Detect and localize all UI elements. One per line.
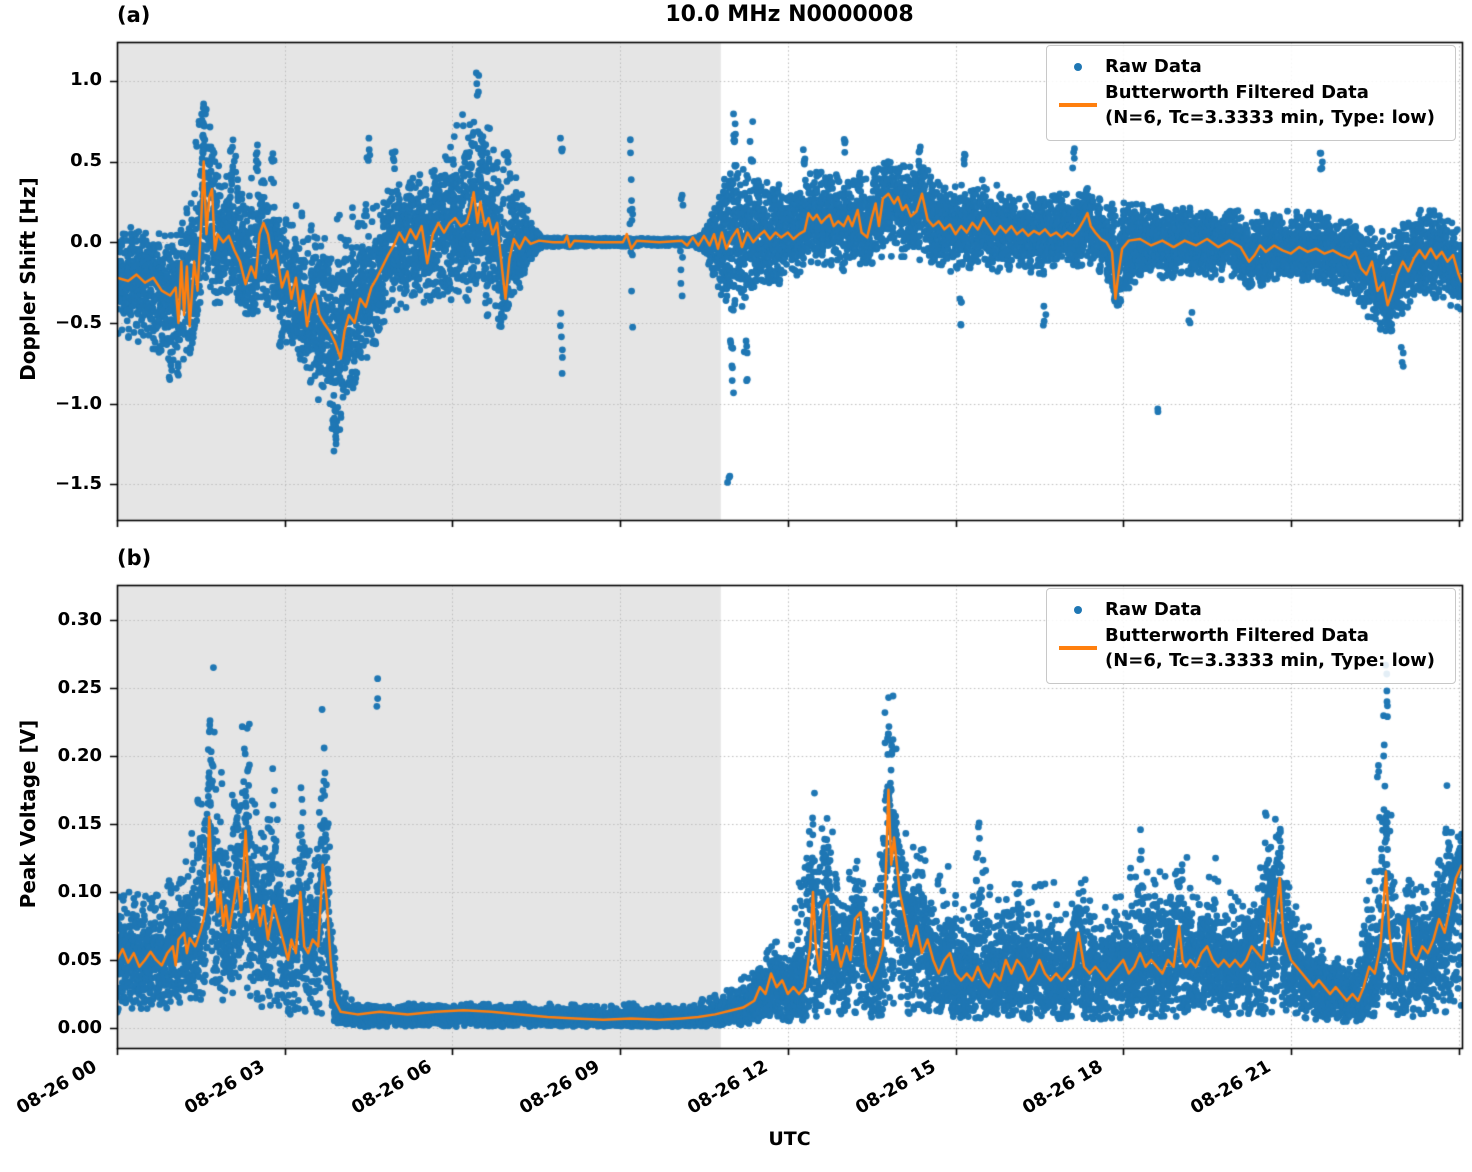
raw-data-marker-icon bbox=[1051, 605, 1105, 614]
legend-raw-label: Raw Data bbox=[1105, 599, 1202, 620]
ytick-label-a--1.5: −1.5 bbox=[55, 473, 102, 494]
ytick-label-b-0.25: 0.25 bbox=[57, 677, 102, 698]
ytick-label-b-0.15: 0.15 bbox=[57, 813, 102, 834]
legend-raw-label: Raw Data bbox=[1105, 56, 1202, 77]
x-axis-label: UTC bbox=[768, 1128, 811, 1150]
legend-filtered-item: Butterworth Filtered Data (N=6, Tc=3.333… bbox=[1051, 80, 1445, 130]
ytick-label-b-0.00: 0.00 bbox=[57, 1017, 102, 1038]
legend-raw-item: Raw Data bbox=[1051, 597, 1445, 622]
ytick-label-b-0.20: 0.20 bbox=[57, 745, 102, 766]
ytick-label-a-0.0: 0.0 bbox=[70, 231, 102, 252]
ytick-label-a-0.5: 0.5 bbox=[70, 150, 102, 171]
ytick-label-a--1.0: −1.0 bbox=[55, 393, 102, 414]
filtered-line-icon bbox=[1051, 646, 1105, 650]
y-axis-label-a: Doppler Shift [Hz] bbox=[16, 177, 40, 381]
ytick-label-b-0.05: 0.05 bbox=[57, 949, 102, 970]
filtered-line-icon bbox=[1051, 103, 1105, 107]
legend-panel-a: Raw Data Butterworth Filtered Data (N=6,… bbox=[1046, 45, 1456, 141]
legend-filtered-item: Butterworth Filtered Data (N=6, Tc=3.333… bbox=[1051, 623, 1445, 673]
panel-b-label: (b) bbox=[117, 546, 152, 570]
ytick-label-b-0.10: 0.10 bbox=[57, 881, 102, 902]
legend-filtered-label: Butterworth Filtered Data bbox=[1105, 82, 1369, 103]
figure-title: 10.0 MHz N0000008 bbox=[665, 2, 914, 27]
ytick-label-a-1.0: 1.0 bbox=[70, 69, 102, 90]
legend-filtered-label: Butterworth Filtered Data bbox=[1105, 625, 1369, 646]
ytick-label-a--0.5: −0.5 bbox=[55, 312, 102, 333]
ytick-label-b-0.30: 0.30 bbox=[57, 609, 102, 630]
panel-a-label: (a) bbox=[117, 3, 151, 27]
legend-filtered-sublabel: (N=6, Tc=3.3333 min, Type: low) bbox=[1105, 650, 1436, 671]
raw-data-marker-icon bbox=[1051, 62, 1105, 71]
legend-filtered-sublabel: (N=6, Tc=3.3333 min, Type: low) bbox=[1105, 107, 1436, 128]
legend-panel-b: Raw Data Butterworth Filtered Data (N=6,… bbox=[1046, 588, 1456, 684]
legend-raw-item: Raw Data bbox=[1051, 54, 1445, 79]
